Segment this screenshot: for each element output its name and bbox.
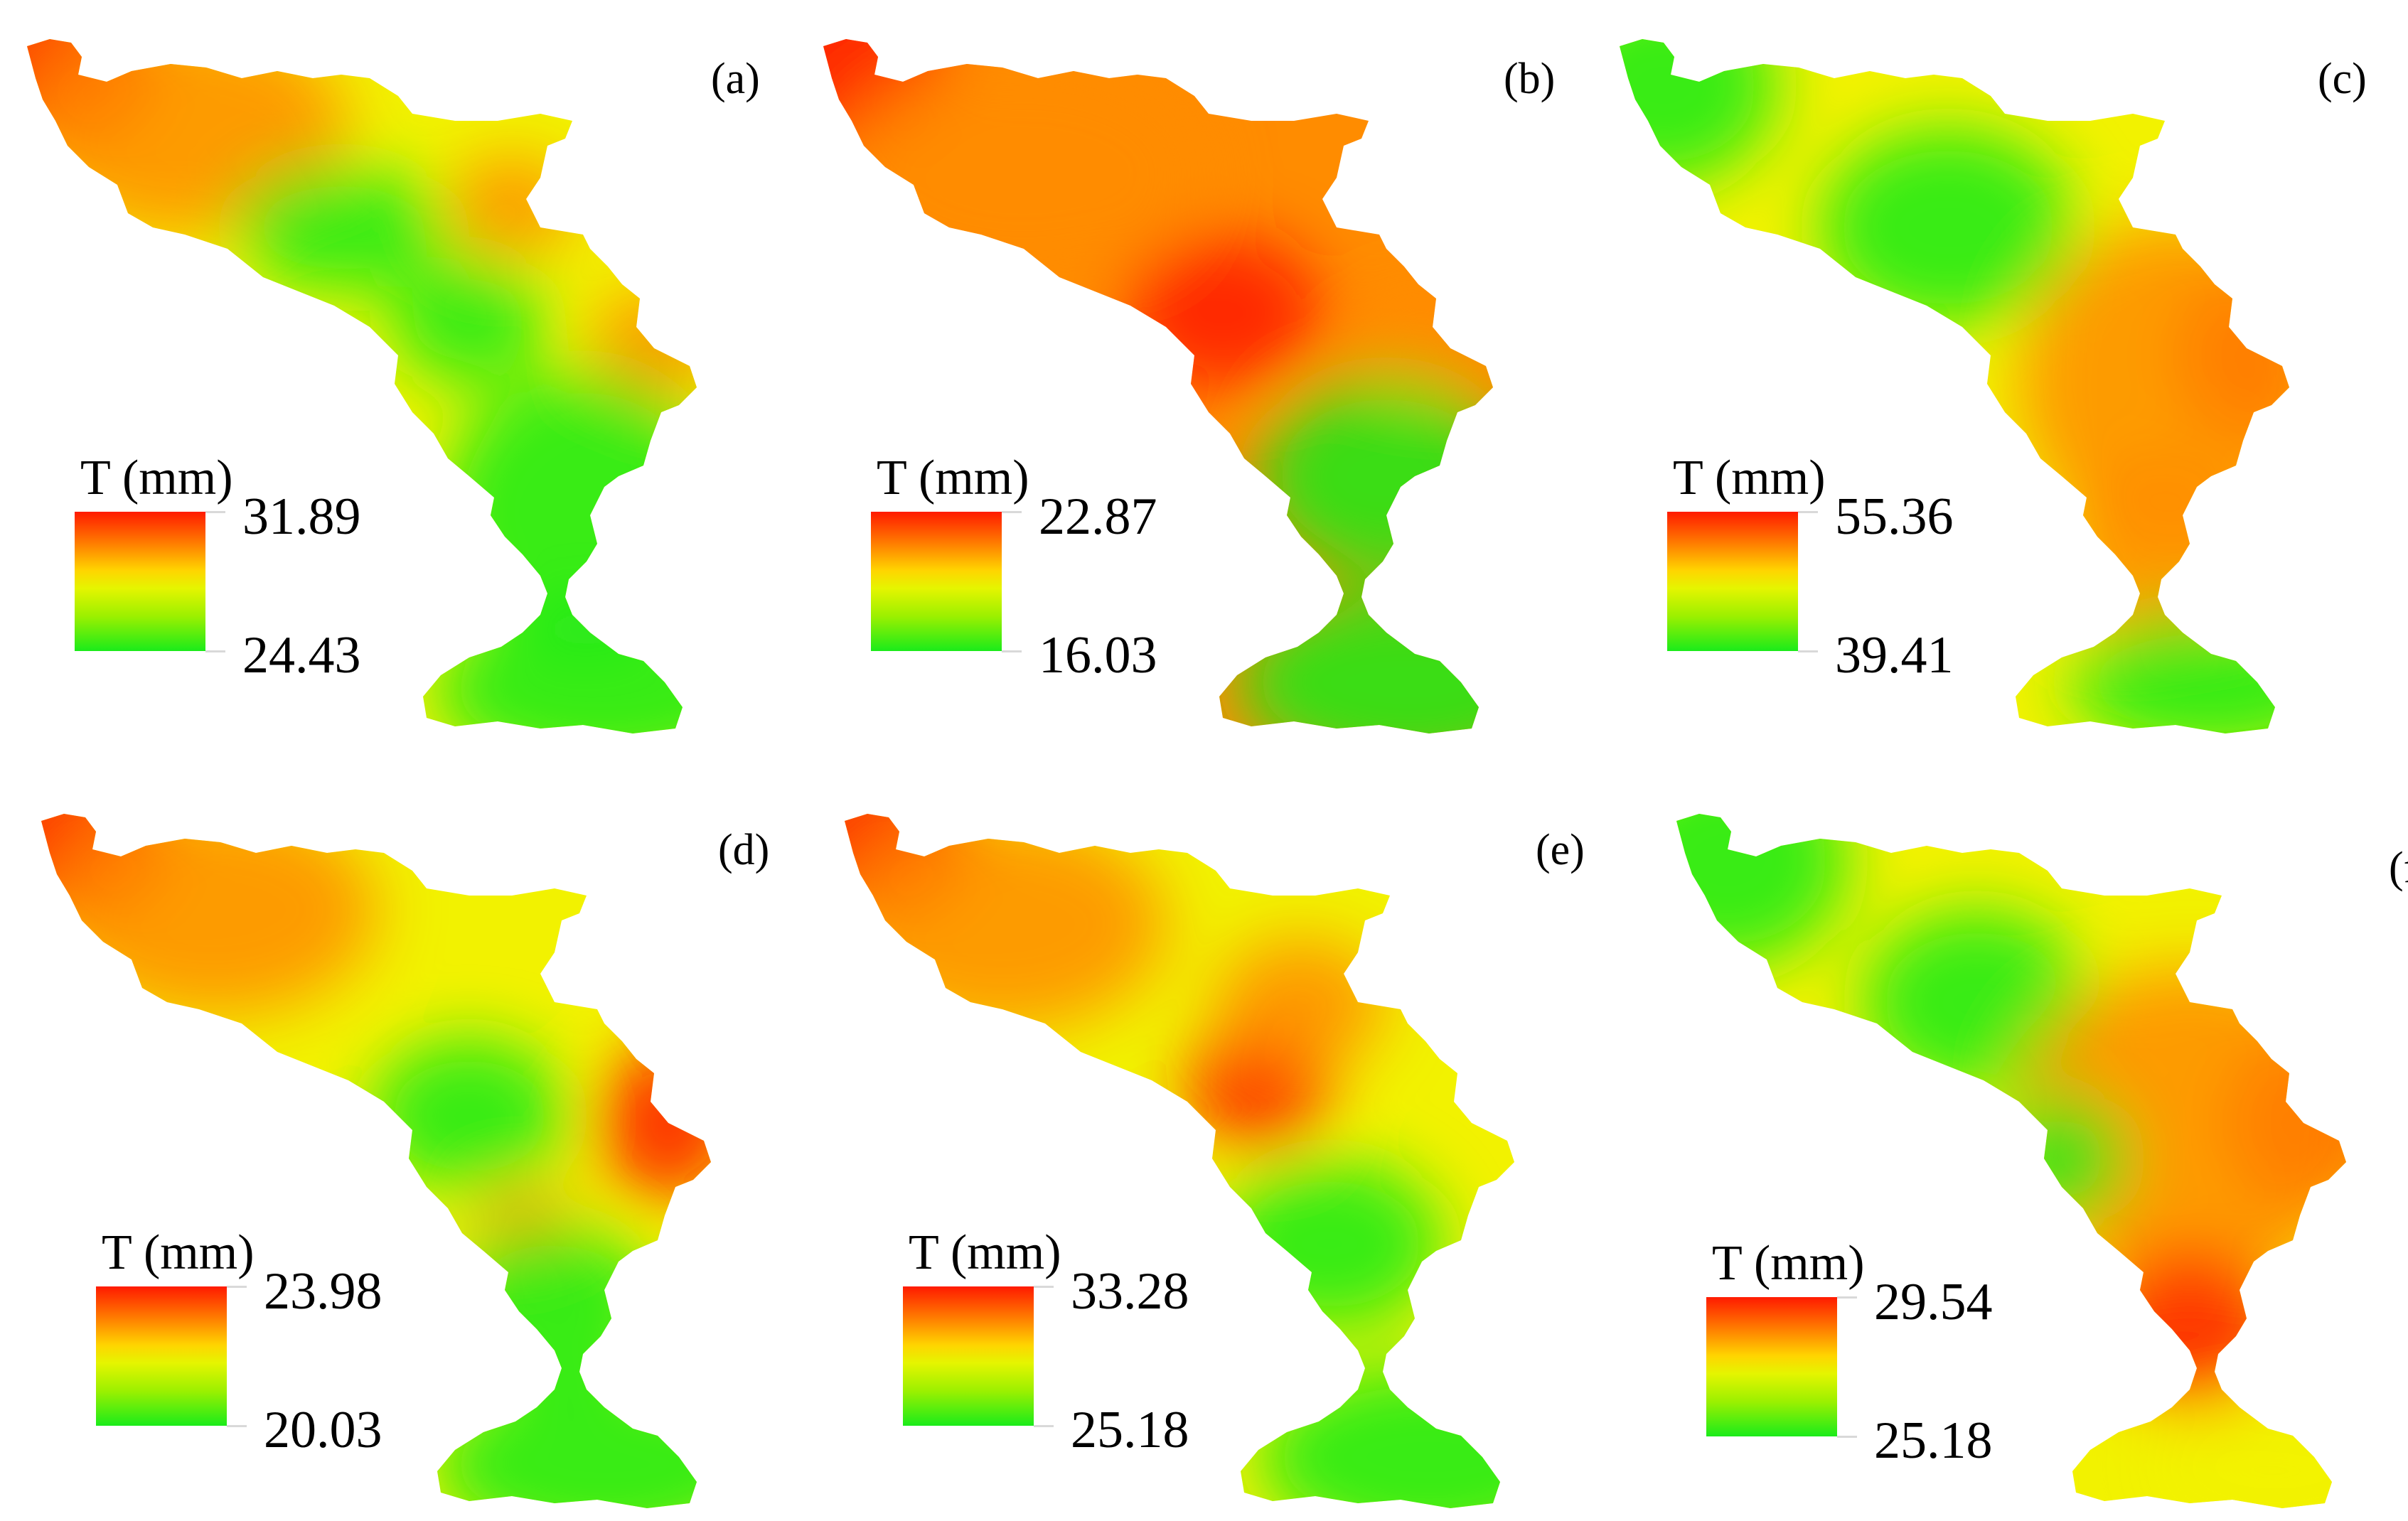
legend-tick	[1798, 650, 1818, 652]
legend-max-value: 55.36	[1835, 488, 1954, 546]
value-zone	[1216, 1159, 1443, 1329]
legend-min-value: 20.03	[264, 1401, 382, 1459]
value-zone	[597, 1045, 711, 1201]
panel-label: (f)	[2389, 844, 2408, 892]
legend-tick	[205, 511, 225, 513]
value-zone	[1216, 938, 1386, 1066]
legend-max-value: 33.28	[1071, 1262, 1189, 1321]
value-zone	[1237, 590, 1493, 733]
panel-label: (a)	[711, 55, 760, 103]
value-zone	[1820, 128, 2076, 327]
region-map	[1620, 39, 2289, 733]
legend-title: T (mm)	[102, 1225, 255, 1280]
legend-tick	[1002, 650, 1022, 652]
legend-max-value: 29.54	[1874, 1273, 1993, 1331]
legend-color-ramp	[1667, 512, 1798, 651]
legend-color-ramp	[96, 1286, 227, 1426]
legend-max-value: 22.87	[1039, 488, 1157, 546]
legend-max-value: 31.89	[242, 488, 361, 546]
value-zone	[2069, 611, 2289, 733]
legend-color-ramp	[75, 512, 205, 651]
legend-tick	[227, 1286, 247, 1288]
value-zone	[1676, 814, 1848, 967]
legend-min-value: 16.03	[1039, 626, 1157, 684]
value-zone	[1998, 1095, 2126, 1222]
value-zone	[1123, 235, 1322, 391]
panel-label: (b)	[1504, 55, 1556, 103]
legend-color-ramp	[871, 512, 1002, 651]
value-zone	[839, 57, 1209, 284]
legend-tick	[205, 650, 225, 652]
panel-label: (d)	[718, 826, 770, 874]
legend-title: T (mm)	[80, 451, 233, 505]
legend-min-value: 24.43	[242, 626, 361, 684]
legend-tick	[1798, 511, 1818, 513]
region-map	[823, 39, 1493, 733]
value-zone	[1258, 1365, 1514, 1508]
legend-tick	[1837, 1436, 1857, 1438]
legend-tick	[1837, 1296, 1857, 1299]
map-panel: (c)	[1593, 14, 2375, 746]
legend-min-value: 39.41	[1835, 626, 1954, 684]
value-zone	[448, 156, 576, 256]
legend-title: T (mm)	[1712, 1236, 1865, 1291]
legend-tick	[1034, 1425, 1054, 1427]
value-zone	[845, 817, 1166, 1031]
legend-tick	[1034, 1286, 1054, 1288]
map-panel: (b)	[796, 14, 1578, 746]
value-zone	[391, 256, 547, 384]
legend-title: T (mm)	[1673, 451, 1826, 505]
legend-color-ramp	[903, 1286, 1034, 1426]
value-zone	[1620, 39, 1777, 185]
value-zone	[1863, 910, 2090, 1095]
value-zone	[235, 163, 448, 291]
legend-min-value: 25.18	[1071, 1401, 1189, 1459]
legend-tick	[227, 1425, 247, 1427]
panel-label: (c)	[2318, 55, 2367, 103]
value-zone	[448, 1222, 661, 1393]
legend-title: T (mm)	[877, 451, 1029, 505]
value-zone	[434, 604, 697, 733]
value-zone	[434, 1379, 711, 1508]
value-zone	[1258, 377, 1493, 576]
legend-max-value: 23.98	[264, 1262, 382, 1321]
value-zone	[441, 370, 697, 654]
value-zone	[2097, 1251, 2282, 1407]
legend-min-value: 25.18	[1874, 1412, 1993, 1470]
legend-title: T (mm)	[909, 1225, 1061, 1280]
legend-tick	[1002, 511, 1022, 513]
region-map	[27, 39, 697, 733]
legend-color-ramp	[1706, 1297, 1837, 1436]
panel-label: (e)	[1536, 826, 1585, 874]
map-panel: (a)	[0, 14, 782, 746]
value-zone	[370, 1038, 569, 1194]
value-zone	[50, 814, 377, 1016]
